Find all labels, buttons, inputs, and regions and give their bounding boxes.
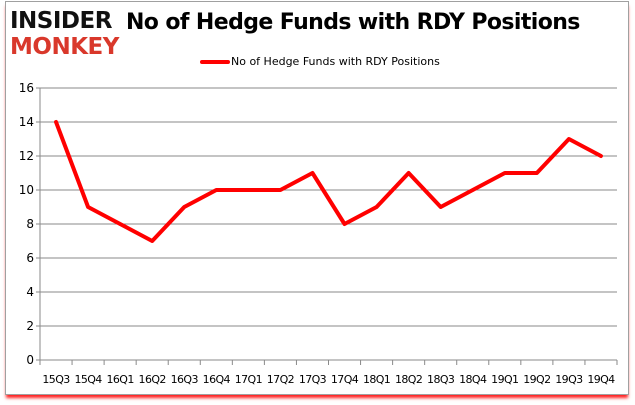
- x-tick-label: 18Q4: [459, 373, 487, 386]
- x-tick-label: 19Q4: [587, 373, 615, 386]
- x-tick-label: 19Q3: [555, 373, 583, 386]
- x-tick-label: 15Q4: [74, 373, 102, 386]
- x-tick-label: 16Q2: [139, 373, 166, 386]
- y-tick-label: 8: [26, 217, 34, 231]
- x-tick-label: 17Q1: [235, 373, 262, 386]
- legend-swatch: [200, 59, 230, 64]
- x-tick-label: 18Q2: [395, 373, 422, 386]
- legend: No of Hedge Funds with RDY Positions: [200, 55, 440, 68]
- logo-line2: MONKEY: [10, 34, 119, 60]
- logo-line1: INSIDER: [10, 8, 112, 34]
- x-tick-label: 17Q2: [267, 373, 294, 386]
- x-tick-label: 18Q1: [363, 373, 390, 386]
- legend-label: No of Hedge Funds with RDY Positions: [231, 55, 440, 68]
- x-tick-label: 18Q3: [427, 373, 455, 386]
- x-tick-label: 19Q2: [523, 373, 550, 386]
- x-tick-label: 15Q3: [42, 373, 70, 386]
- x-tick-label: 17Q3: [299, 373, 327, 386]
- y-tick-label: 10: [19, 183, 34, 197]
- series-line: [54, 120, 603, 243]
- x-tick-label: 16Q1: [107, 373, 134, 386]
- x-tick-label: 19Q1: [491, 373, 518, 386]
- x-tick-label: 16Q4: [203, 373, 231, 386]
- x-tick-label: 16Q3: [171, 373, 199, 386]
- y-tick-label: 2: [26, 319, 34, 333]
- chart-title: No of Hedge Funds with RDY Positions: [126, 10, 580, 35]
- y-tick-label: 14: [19, 115, 34, 129]
- y-tick-label: 12: [19, 149, 34, 163]
- y-tick-label: 16: [19, 81, 34, 95]
- x-tick-label: 17Q4: [331, 373, 359, 386]
- insider-monkey-logo: INSIDER MONKEY: [10, 8, 119, 60]
- y-tick-label: 4: [26, 285, 34, 299]
- y-tick-label: 6: [26, 251, 34, 265]
- chart-frame: [5, 1, 629, 395]
- y-tick-label: 0: [26, 353, 34, 367]
